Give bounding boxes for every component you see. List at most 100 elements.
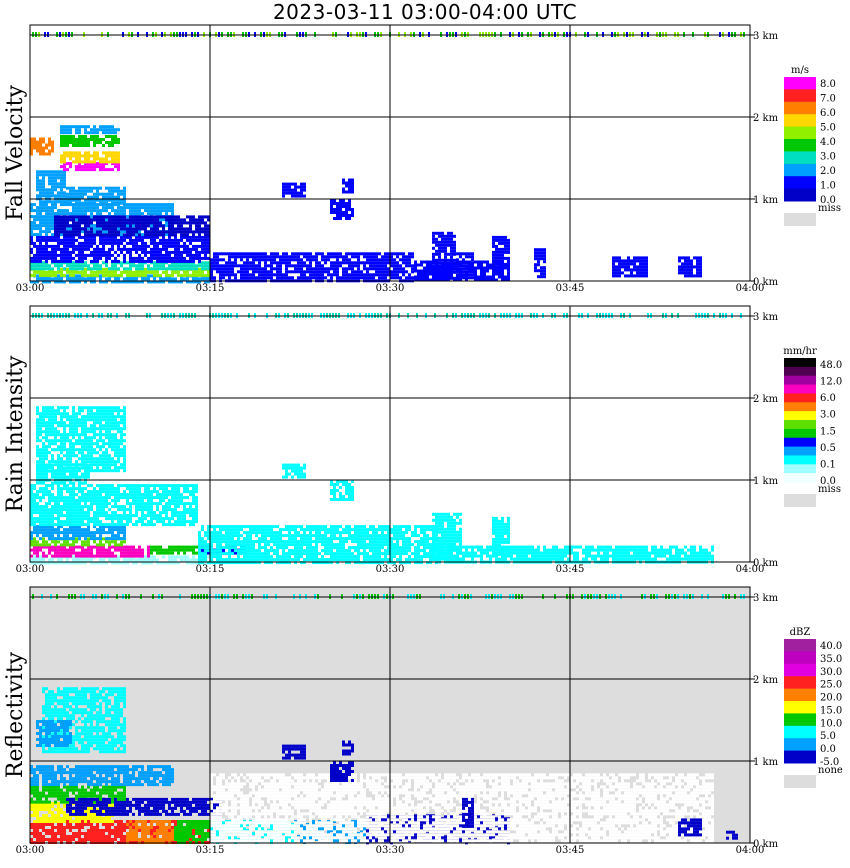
data-cell bbox=[639, 268, 642, 272]
data-cell bbox=[180, 523, 183, 527]
data-cell bbox=[72, 264, 75, 268]
data-cell bbox=[48, 209, 51, 213]
data-cell bbox=[57, 531, 60, 535]
data-cell bbox=[192, 270, 195, 274]
data-cell bbox=[99, 221, 102, 225]
data-cell bbox=[246, 276, 249, 280]
data-cell bbox=[336, 255, 339, 259]
data-cell bbox=[168, 558, 171, 562]
data-cell bbox=[45, 253, 48, 257]
data-cell bbox=[126, 280, 129, 284]
data-cell bbox=[63, 173, 66, 177]
data-cell bbox=[54, 230, 57, 234]
data-cell bbox=[432, 246, 435, 250]
data-cell bbox=[33, 508, 36, 512]
data-cell bbox=[186, 247, 189, 251]
data-cell bbox=[633, 265, 636, 269]
data-cell bbox=[351, 184, 354, 188]
data-cell bbox=[615, 268, 618, 272]
data-cell bbox=[633, 262, 636, 266]
data-cell bbox=[312, 258, 315, 262]
data-cell bbox=[207, 534, 210, 538]
data-cell bbox=[147, 508, 150, 512]
data-cell bbox=[72, 540, 75, 544]
data-cell bbox=[117, 558, 120, 562]
data-cell bbox=[75, 253, 78, 257]
data-cell bbox=[198, 531, 201, 535]
data-cell bbox=[324, 261, 327, 265]
data-cell bbox=[45, 264, 48, 268]
data-cell bbox=[117, 493, 120, 497]
data-cell bbox=[96, 195, 99, 199]
data-cell bbox=[543, 266, 546, 270]
data-cell bbox=[129, 218, 132, 222]
data-cell bbox=[81, 499, 84, 503]
data-cell bbox=[138, 267, 141, 271]
data-cell bbox=[69, 267, 72, 271]
data-cell bbox=[54, 247, 57, 251]
data-cell bbox=[195, 277, 198, 281]
data-cell bbox=[39, 230, 42, 234]
data-cell bbox=[66, 561, 69, 565]
data-cell bbox=[378, 270, 381, 274]
data-cell bbox=[240, 276, 243, 280]
data-cell bbox=[252, 276, 255, 280]
data-cell bbox=[93, 561, 96, 565]
data-cell bbox=[60, 200, 63, 204]
data-cell bbox=[642, 256, 645, 260]
data-cell bbox=[51, 548, 54, 552]
data-cell bbox=[90, 499, 93, 503]
data-cell bbox=[252, 267, 255, 271]
data-cell bbox=[180, 555, 183, 559]
data-cell bbox=[183, 259, 186, 263]
data-cell bbox=[42, 531, 45, 535]
data-cell bbox=[192, 221, 195, 225]
data-cell bbox=[459, 276, 462, 280]
data-cell bbox=[447, 243, 450, 247]
data-cell bbox=[102, 543, 105, 547]
data-cell bbox=[135, 267, 138, 271]
data-cell bbox=[57, 505, 60, 509]
data-cell bbox=[75, 198, 78, 202]
data-cell bbox=[333, 199, 336, 202]
data-cell bbox=[162, 253, 165, 257]
data-cell bbox=[54, 496, 57, 500]
data-cell bbox=[33, 523, 36, 527]
data-cell bbox=[168, 508, 171, 512]
data-cell bbox=[318, 264, 321, 268]
data-cell bbox=[108, 484, 111, 488]
data-cell bbox=[435, 231, 438, 235]
data-cell bbox=[114, 267, 117, 271]
data-cell bbox=[180, 558, 183, 562]
data-cell bbox=[66, 487, 69, 491]
data-cell bbox=[117, 555, 120, 559]
data-cell bbox=[105, 230, 108, 234]
data-cell bbox=[204, 543, 207, 547]
data-cell bbox=[84, 499, 87, 503]
data-cell bbox=[108, 160, 111, 164]
data-cell bbox=[51, 224, 54, 228]
data-cell bbox=[453, 258, 456, 262]
data-cell bbox=[180, 280, 183, 284]
data-cell bbox=[120, 517, 123, 521]
data-cell bbox=[186, 235, 189, 239]
data-cell bbox=[171, 508, 174, 512]
data-cell bbox=[246, 270, 249, 274]
data-cell bbox=[105, 128, 108, 132]
data-cell bbox=[87, 138, 90, 141]
data-cell bbox=[111, 168, 114, 172]
colorbar-swatch bbox=[784, 176, 816, 190]
data-cell bbox=[348, 208, 351, 211]
data-cell bbox=[180, 496, 183, 500]
data-cell bbox=[165, 215, 168, 219]
data-cell bbox=[228, 555, 231, 559]
data-cell bbox=[129, 493, 132, 497]
data-cell bbox=[39, 173, 42, 177]
data-cell bbox=[474, 266, 477, 270]
data-cell bbox=[270, 540, 273, 544]
data-cell bbox=[114, 241, 117, 245]
data-cell bbox=[243, 261, 246, 265]
data-cell bbox=[72, 144, 75, 147]
data-cell bbox=[222, 270, 225, 274]
data-cell bbox=[165, 277, 168, 281]
